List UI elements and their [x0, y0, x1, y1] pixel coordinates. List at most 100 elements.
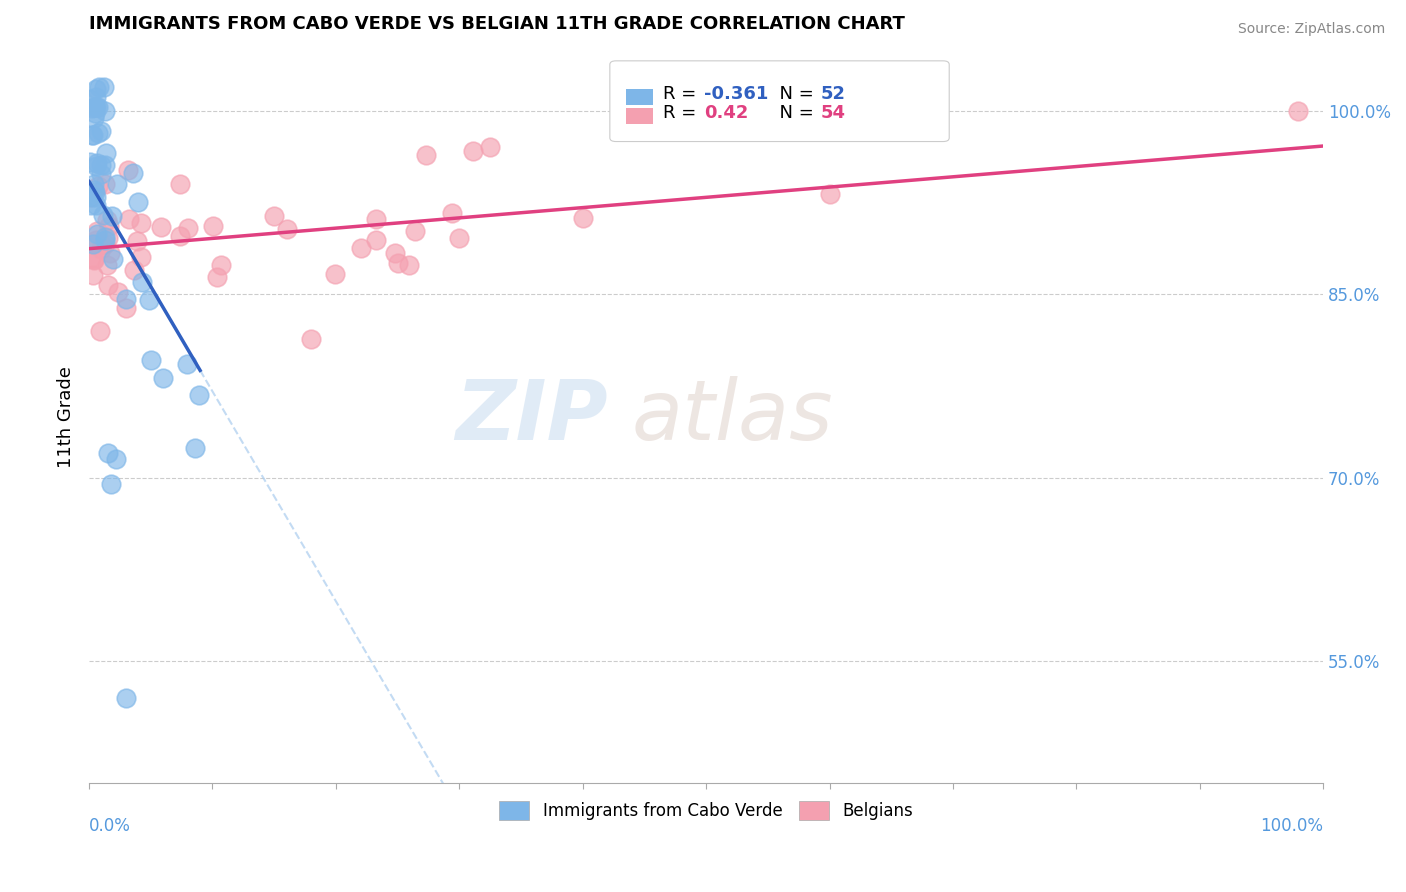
- Point: [83, 184, 105, 198]
- Point: [83, 253, 105, 268]
- Point: [121, 166, 143, 180]
- Point: [461, 144, 484, 158]
- Point: [138, 293, 160, 308]
- Point: [149, 220, 172, 235]
- Text: R =: R =: [662, 85, 702, 103]
- Text: -0.361: -0.361: [703, 85, 768, 103]
- Text: IMMIGRANTS FROM CABO VERDE VS BELGIAN 11TH GRADE CORRELATION CHART: IMMIGRANTS FROM CABO VERDE VS BELGIAN 11…: [89, 15, 905, 33]
- Point: [176, 357, 198, 371]
- Point: [183, 441, 205, 455]
- Point: [98, 219, 121, 233]
- Point: [83, 100, 105, 114]
- Point: [83, 177, 105, 191]
- Point: [94, 146, 117, 161]
- Point: [97, 277, 120, 292]
- Point: [114, 301, 136, 316]
- Point: [94, 230, 117, 244]
- Point: [349, 241, 371, 255]
- Point: [82, 190, 104, 204]
- Point: [201, 219, 224, 234]
- Point: [101, 252, 124, 267]
- Point: [84, 185, 107, 199]
- Point: [169, 177, 191, 191]
- Point: [100, 477, 122, 491]
- Point: [84, 189, 107, 203]
- Point: [94, 237, 117, 252]
- Point: [86, 224, 108, 238]
- Text: N =: N =: [768, 85, 820, 103]
- Point: [79, 190, 101, 204]
- Point: [571, 211, 593, 225]
- Point: [86, 155, 108, 169]
- FancyBboxPatch shape: [626, 108, 652, 124]
- Point: [131, 216, 153, 230]
- Point: [105, 452, 128, 467]
- Point: [122, 263, 145, 277]
- Text: N =: N =: [768, 103, 820, 121]
- Point: [207, 270, 229, 285]
- Point: [478, 139, 501, 153]
- Point: [87, 126, 110, 140]
- Point: [404, 224, 426, 238]
- Point: [79, 155, 101, 169]
- Point: [440, 205, 463, 219]
- Point: [127, 234, 149, 248]
- FancyBboxPatch shape: [626, 88, 652, 105]
- Text: Source: ZipAtlas.com: Source: ZipAtlas.com: [1237, 22, 1385, 37]
- Point: [449, 231, 471, 245]
- Y-axis label: 11th Grade: 11th Grade: [58, 366, 75, 467]
- Point: [139, 352, 162, 367]
- Point: [94, 177, 117, 191]
- Legend: Immigrants from Cabo Verde, Belgians: Immigrants from Cabo Verde, Belgians: [492, 794, 920, 827]
- Point: [129, 250, 152, 264]
- Point: [107, 285, 129, 300]
- Point: [90, 124, 112, 138]
- Point: [169, 229, 191, 244]
- Point: [101, 210, 124, 224]
- Point: [83, 252, 105, 267]
- Point: [84, 160, 107, 174]
- Point: [94, 104, 117, 119]
- Point: [90, 158, 112, 172]
- Point: [818, 186, 841, 201]
- FancyBboxPatch shape: [610, 61, 949, 142]
- Point: [84, 105, 107, 120]
- Point: [1288, 103, 1310, 118]
- Point: [209, 258, 232, 272]
- Point: [82, 237, 104, 252]
- Text: 100.0%: 100.0%: [1260, 816, 1323, 835]
- Point: [87, 178, 110, 193]
- Point: [94, 234, 117, 248]
- Point: [366, 212, 388, 227]
- Point: [80, 251, 103, 265]
- Point: [384, 246, 406, 260]
- Point: [115, 690, 138, 705]
- Point: [96, 212, 118, 227]
- Point: [276, 221, 298, 235]
- Point: [98, 245, 121, 260]
- Point: [115, 292, 138, 306]
- Point: [299, 332, 322, 346]
- Point: [152, 371, 174, 385]
- Point: [105, 177, 128, 191]
- Point: [82, 237, 104, 252]
- Point: [177, 220, 200, 235]
- Point: [97, 446, 120, 460]
- Point: [84, 82, 107, 96]
- Point: [84, 100, 107, 114]
- Point: [387, 256, 409, 270]
- Point: [87, 79, 110, 94]
- Text: R =: R =: [662, 103, 702, 121]
- Point: [84, 198, 107, 212]
- Point: [83, 111, 105, 125]
- Point: [84, 233, 107, 247]
- Point: [86, 227, 108, 241]
- Point: [96, 230, 118, 244]
- Point: [398, 258, 420, 272]
- Point: [323, 267, 346, 281]
- Text: 54: 54: [821, 103, 846, 121]
- Point: [82, 128, 104, 143]
- Point: [80, 198, 103, 212]
- Point: [415, 148, 437, 162]
- Point: [82, 102, 104, 116]
